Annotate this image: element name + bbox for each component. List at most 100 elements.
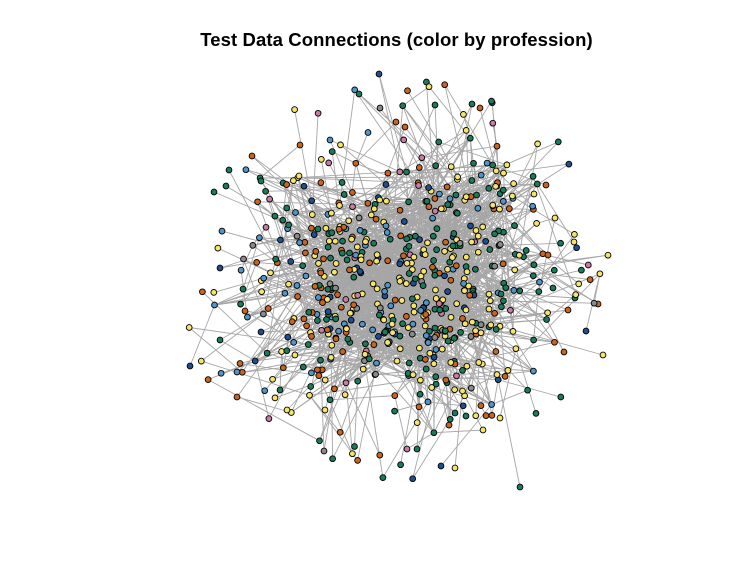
network-node: [335, 225, 343, 233]
network-node: [396, 206, 404, 214]
network-node: [462, 306, 470, 314]
network-node: [354, 377, 362, 385]
network-edge: [500, 244, 527, 251]
network-node: [218, 227, 226, 235]
network-node: [499, 198, 507, 205]
network-edge: [318, 375, 353, 454]
network-node: [362, 238, 369, 246]
network-node: [515, 251, 523, 259]
network-node: [530, 367, 537, 375]
network-edge: [287, 336, 479, 363]
network-node: [462, 253, 470, 261]
network-node: [529, 173, 537, 180]
network-node: [550, 266, 558, 274]
network-node: [331, 237, 339, 245]
network-edge: [257, 201, 290, 285]
network-edge: [538, 269, 555, 292]
network-node: [346, 309, 354, 317]
network-node: [266, 195, 273, 203]
network-node: [302, 249, 309, 257]
network-edge: [378, 73, 401, 172]
network-node: [372, 215, 380, 223]
network-node: [498, 303, 505, 311]
network-node: [405, 359, 413, 367]
network-node: [488, 412, 496, 419]
network-edge: [402, 86, 430, 107]
network-node: [473, 191, 480, 199]
network-node: [356, 268, 364, 275]
network-node: [315, 260, 322, 267]
network-node: [447, 359, 455, 366]
network-node: [325, 159, 333, 167]
network-node: [572, 291, 580, 299]
network-node: [445, 421, 453, 429]
network-node: [441, 327, 449, 335]
network-node: [578, 266, 585, 274]
network-node: [459, 402, 467, 410]
network-node: [263, 349, 271, 357]
network-edge: [267, 344, 332, 354]
network-node: [279, 216, 287, 224]
network-node: [355, 214, 363, 222]
network-node: [401, 123, 409, 131]
network-edge: [294, 354, 534, 372]
network-node: [399, 320, 406, 328]
network-node: [451, 464, 459, 472]
network-edge: [498, 292, 576, 299]
network-edge: [499, 325, 604, 356]
network-node: [256, 234, 263, 242]
network-node: [288, 318, 296, 326]
network-edge: [499, 163, 570, 210]
network-edge: [329, 395, 395, 401]
network-edge: [355, 132, 369, 164]
network-node: [475, 359, 483, 366]
network-node: [373, 251, 381, 259]
network-node: [492, 183, 499, 190]
network-node: [258, 288, 265, 296]
network-node: [321, 406, 329, 414]
network-node: [384, 169, 392, 177]
network-node: [544, 309, 551, 317]
network-edge: [465, 323, 534, 341]
network-node: [281, 289, 289, 297]
network-node: [337, 303, 345, 311]
network-node: [511, 266, 519, 274]
network-node: [400, 136, 408, 144]
network-node: [364, 199, 372, 207]
network-node: [487, 321, 495, 329]
network-edge: [533, 209, 575, 235]
network-edge: [320, 323, 393, 361]
network-node: [485, 290, 493, 298]
network-node: [403, 259, 411, 267]
network-node: [396, 168, 404, 176]
network-edge: [354, 89, 419, 184]
network-node: [225, 166, 233, 174]
network-node: [299, 262, 307, 270]
network-node: [431, 101, 439, 109]
network-node: [446, 195, 454, 203]
network-node: [317, 179, 325, 186]
network-node: [342, 379, 350, 387]
network-node: [285, 221, 292, 229]
network-node: [350, 301, 358, 309]
network-node: [332, 335, 340, 343]
network-node: [463, 268, 471, 276]
network-node: [380, 316, 388, 324]
network-edge: [240, 262, 258, 305]
network-node: [204, 376, 212, 383]
network-node: [283, 347, 291, 355]
network-node: [331, 268, 338, 276]
network-node: [564, 306, 572, 314]
network-node: [376, 311, 383, 319]
network-node: [271, 212, 279, 220]
network-node: [404, 324, 412, 331]
network-node: [491, 230, 498, 238]
network-node: [291, 351, 299, 359]
network-edge: [346, 260, 389, 330]
network-node: [524, 386, 531, 394]
network-node: [284, 333, 292, 341]
network-node: [486, 297, 494, 305]
network-edge: [469, 138, 497, 352]
network-node: [429, 263, 436, 271]
network-node: [482, 412, 490, 419]
